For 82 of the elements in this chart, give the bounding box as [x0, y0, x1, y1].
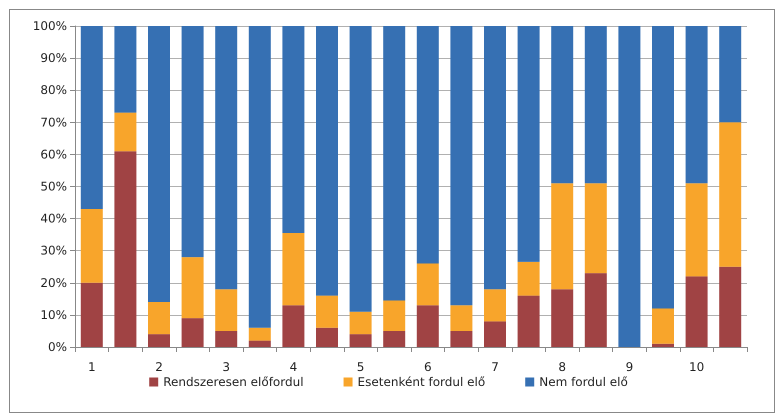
bar — [551, 289, 574, 347]
bar — [618, 26, 640, 347]
bar — [80, 282, 103, 347]
x-tick-label: 3 — [222, 360, 230, 374]
bar — [450, 26, 472, 306]
bar — [182, 257, 204, 318]
bar — [450, 330, 472, 347]
bar — [652, 344, 674, 347]
bar — [484, 321, 506, 347]
y-tick-label: 10% — [40, 308, 67, 322]
bar — [350, 334, 372, 347]
bar — [383, 330, 406, 347]
bar — [282, 26, 304, 234]
bar — [316, 296, 338, 328]
y-tick-label: 60% — [40, 147, 67, 162]
bar — [148, 26, 170, 302]
bar — [114, 26, 136, 113]
bar — [584, 183, 607, 274]
bar — [182, 318, 204, 347]
bar — [484, 289, 506, 322]
bar — [584, 273, 607, 347]
bar — [383, 26, 406, 300]
y-tick-label: 20% — [40, 276, 67, 290]
y-tick-label: 90% — [40, 51, 67, 66]
bar — [416, 264, 439, 306]
bar — [248, 340, 271, 347]
bar — [686, 183, 708, 276]
x-tick-label: 6 — [424, 360, 432, 374]
x-tick-label: 5 — [356, 360, 364, 374]
bar — [248, 26, 271, 328]
bar — [551, 26, 574, 184]
y-tick-label: 50% — [40, 180, 67, 194]
y-tick-label: 80% — [40, 83, 67, 98]
legend-label: Esetenként fordul elő — [358, 375, 486, 389]
bar — [80, 26, 103, 209]
x-tick-label: 10 — [688, 360, 704, 374]
legend-label: Rendszeresen előfordul — [163, 375, 304, 389]
bar — [350, 312, 372, 334]
y-tick-label: 0% — [48, 340, 67, 354]
bar — [215, 26, 238, 290]
bar — [215, 330, 238, 347]
bar — [652, 26, 674, 308]
bar — [584, 26, 607, 184]
bar — [114, 151, 136, 347]
bar — [215, 289, 238, 331]
bar — [686, 276, 708, 347]
bar — [652, 308, 674, 344]
y-tick-label: 30% — [40, 244, 67, 258]
bar — [686, 26, 708, 184]
bar — [484, 26, 506, 290]
bar — [350, 26, 372, 312]
bar — [450, 305, 472, 331]
bar — [282, 305, 304, 347]
bar — [719, 122, 742, 267]
x-tick-label: 8 — [558, 360, 566, 374]
bar — [148, 302, 170, 334]
bar — [719, 26, 742, 122]
legend-label: Nem fordul elő — [539, 375, 628, 389]
bar — [719, 266, 742, 347]
x-tick-label: 2 — [155, 360, 163, 374]
bar — [316, 328, 338, 347]
bar — [416, 305, 439, 347]
x-tick-label: 7 — [491, 360, 499, 374]
x-tick-label: 1 — [88, 360, 96, 374]
bar — [383, 300, 406, 331]
bar — [551, 183, 574, 290]
bar — [518, 26, 540, 262]
bar — [114, 112, 136, 152]
bar — [518, 296, 540, 347]
bar — [80, 208, 103, 283]
bar — [518, 262, 540, 296]
x-tick-label: 9 — [626, 360, 634, 374]
y-tick-label: 70% — [40, 115, 67, 130]
bar — [148, 334, 170, 347]
bar — [282, 233, 304, 306]
bar — [248, 328, 271, 341]
bar — [416, 26, 439, 264]
y-tick-label: 40% — [40, 212, 67, 226]
bar — [182, 26, 204, 258]
bar — [316, 26, 338, 296]
x-tick-label: 4 — [290, 360, 298, 374]
y-tick-label: 100% — [32, 19, 67, 33]
